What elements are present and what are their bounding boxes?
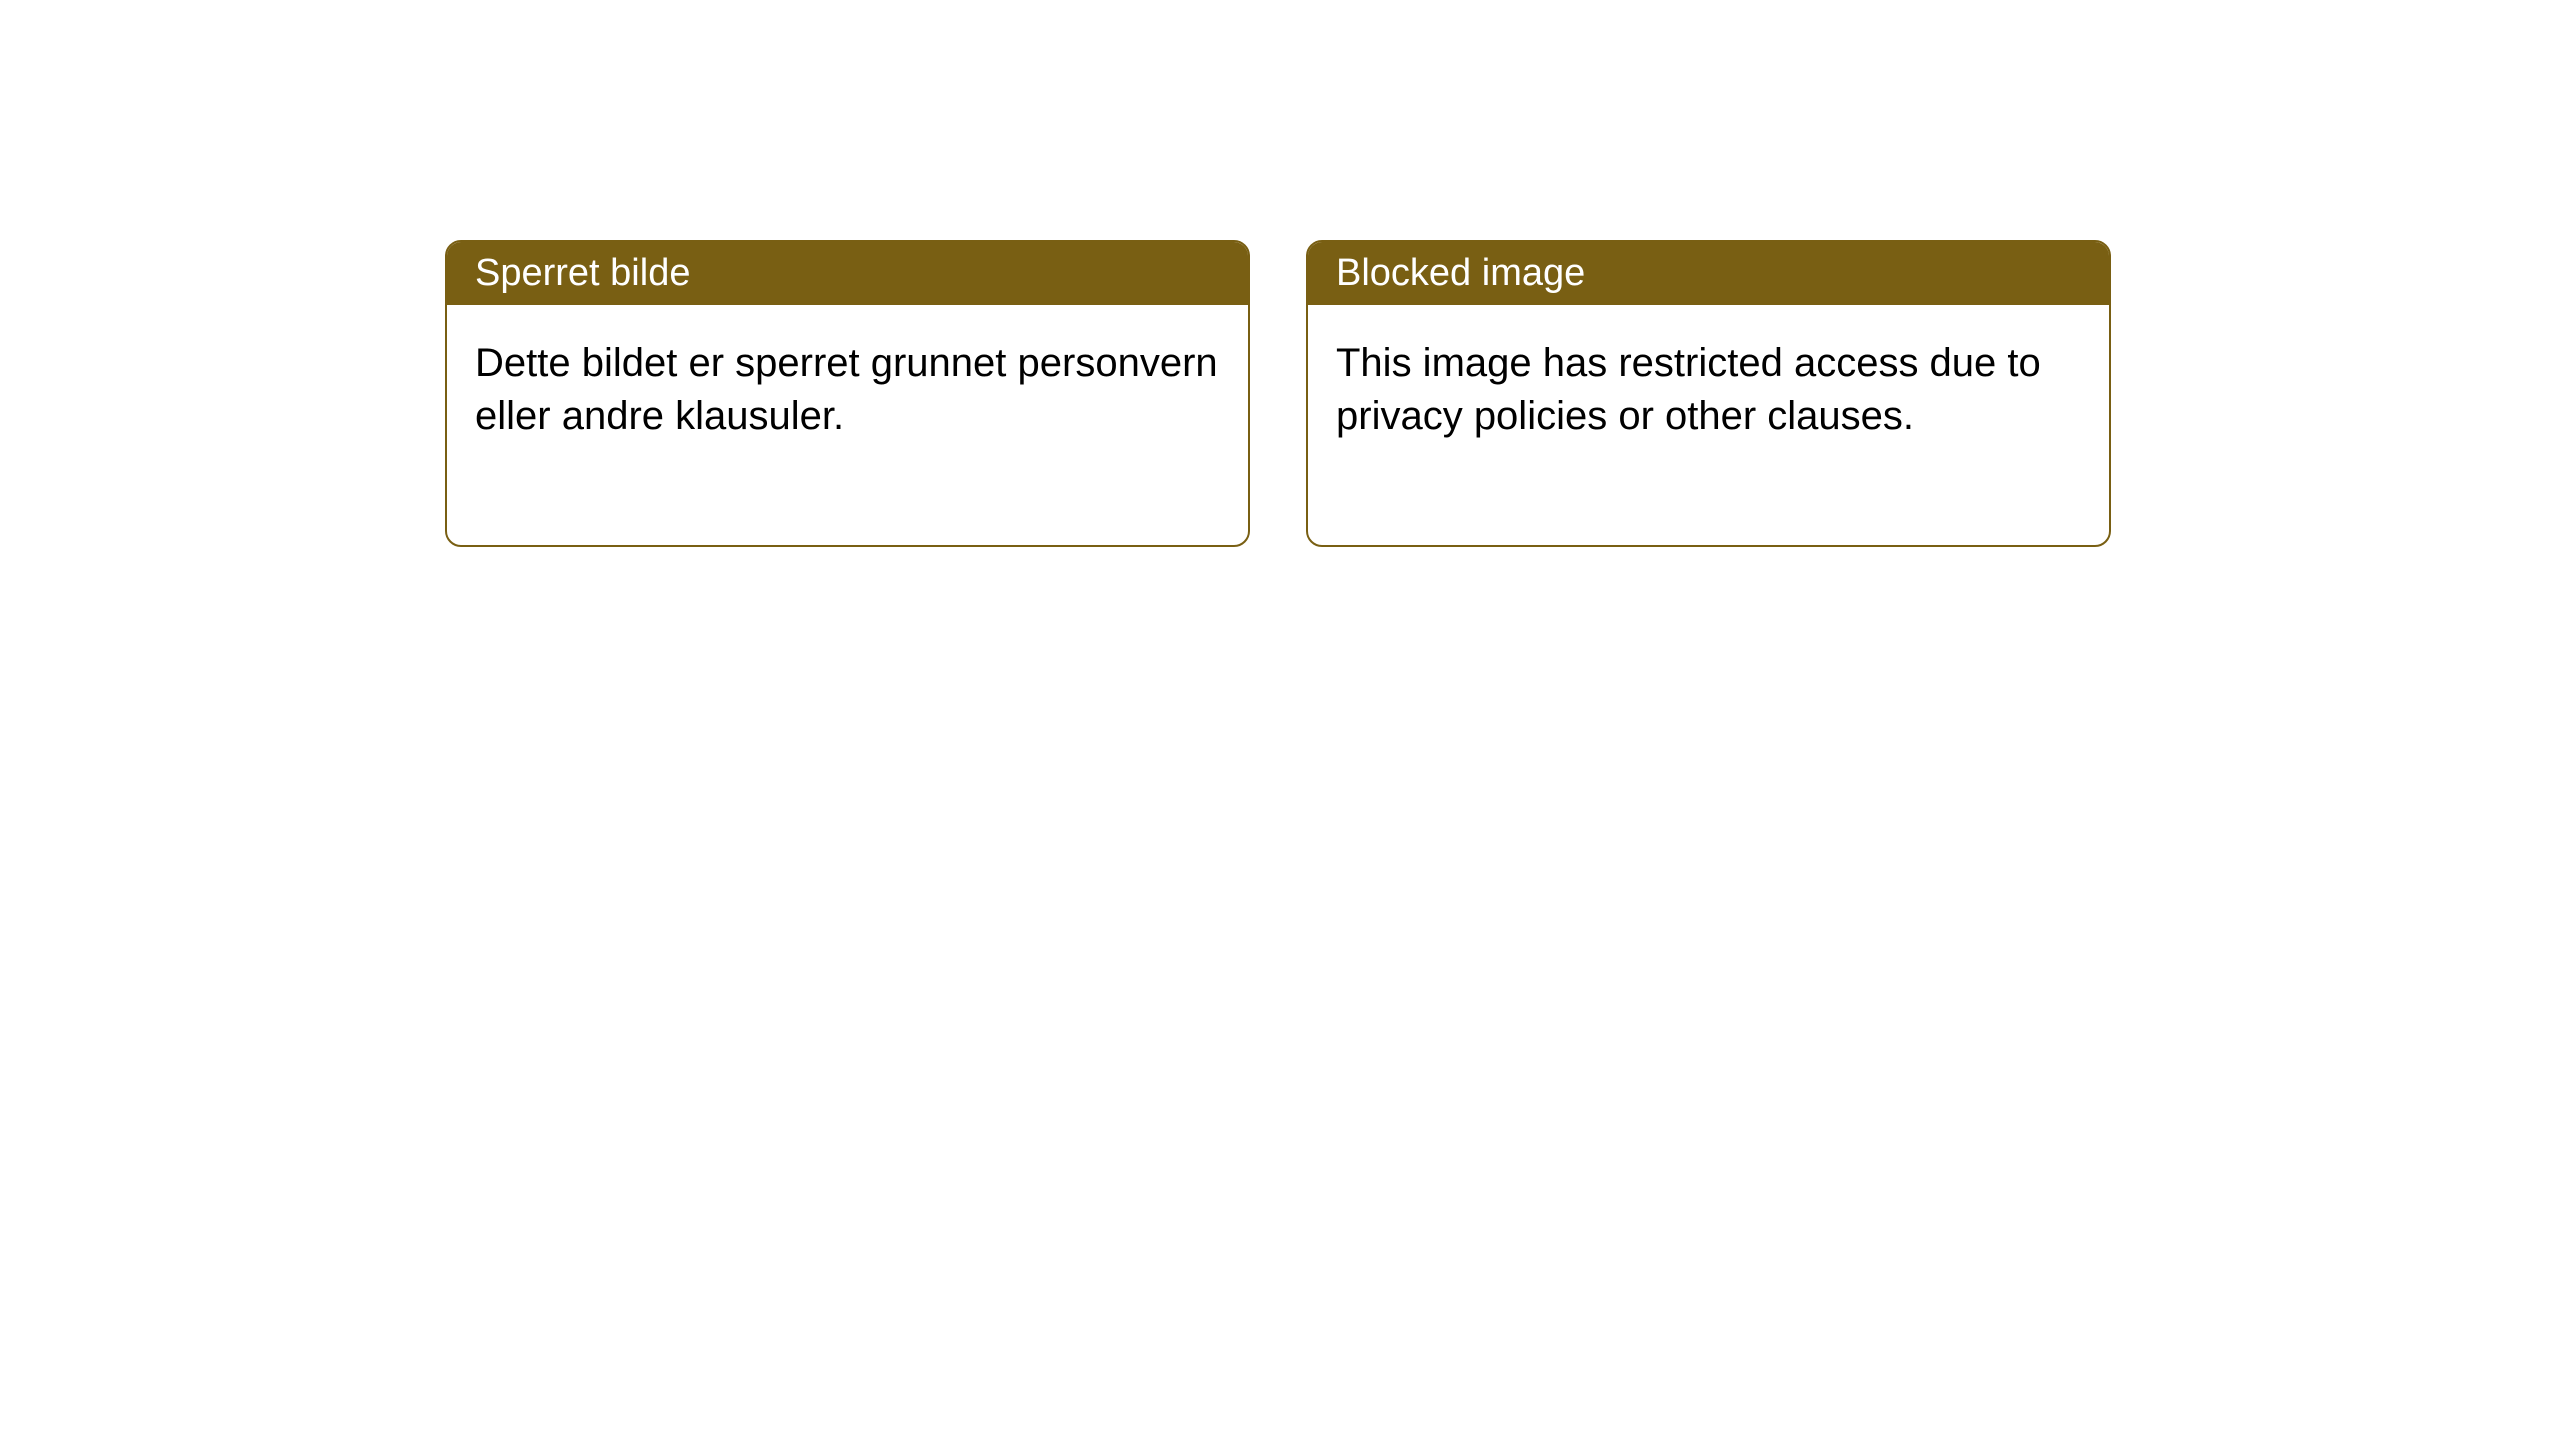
notice-body: Dette bildet er sperret grunnet personve… — [447, 305, 1248, 545]
notice-body-text: This image has restricted access due to … — [1336, 341, 2041, 438]
notice-header: Blocked image — [1308, 242, 2109, 305]
notice-body-text: Dette bildet er sperret grunnet personve… — [475, 341, 1218, 438]
notice-title: Sperret bilde — [475, 252, 690, 294]
notice-card-norwegian: Sperret bilde Dette bildet er sperret gr… — [445, 240, 1250, 547]
notice-card-english: Blocked image This image has restricted … — [1306, 240, 2111, 547]
notice-header: Sperret bilde — [447, 242, 1248, 305]
notice-container: Sperret bilde Dette bildet er sperret gr… — [445, 240, 2111, 547]
notice-body: This image has restricted access due to … — [1308, 305, 2109, 545]
notice-title: Blocked image — [1336, 252, 1585, 294]
